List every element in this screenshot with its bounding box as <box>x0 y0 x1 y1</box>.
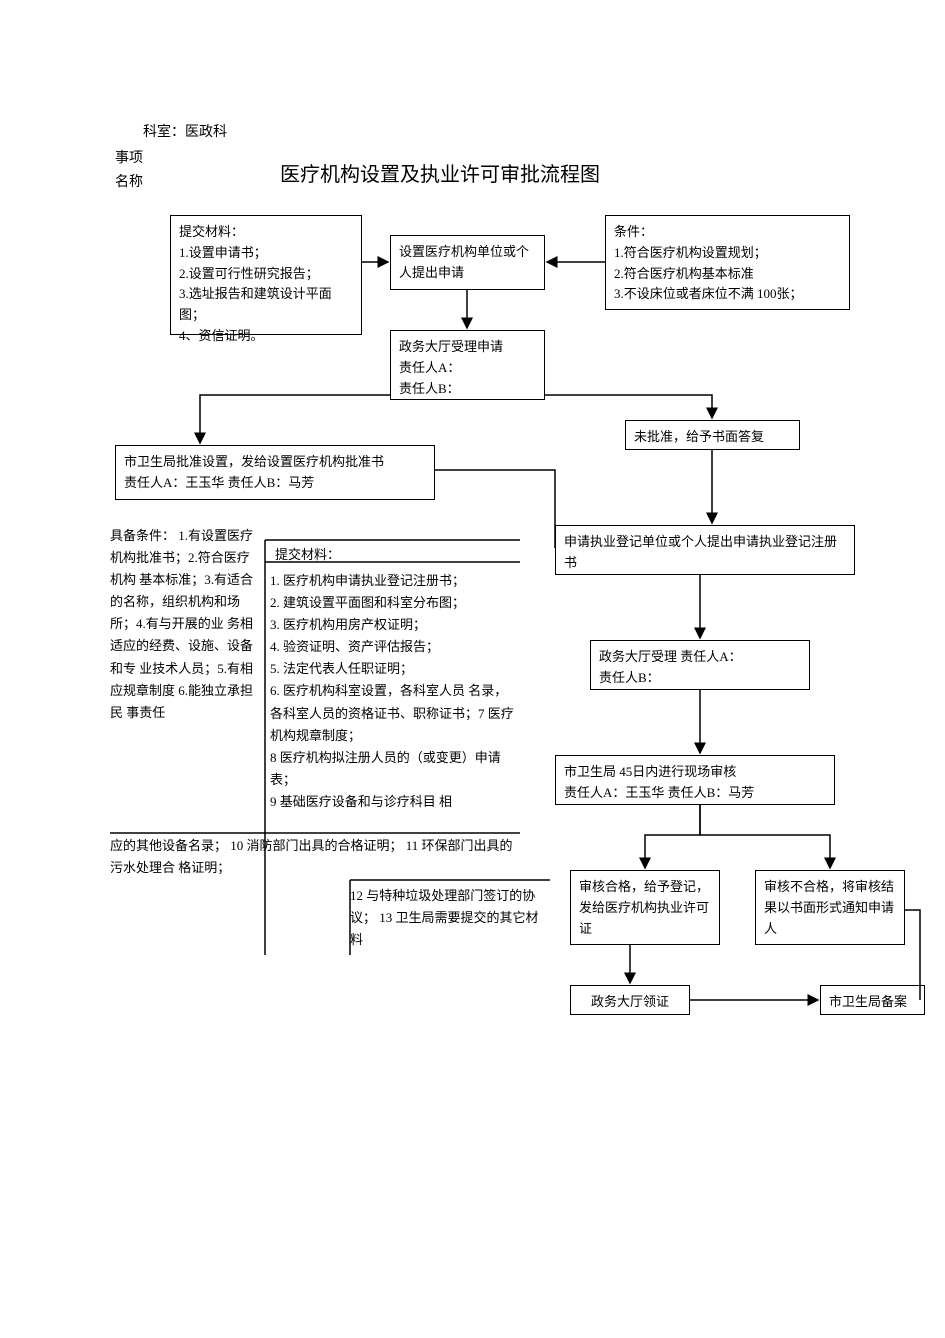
node-collect-cert: 政务大厅领证 <box>570 985 690 1015</box>
item-label: 事项 <box>115 148 143 169</box>
node-submit-materials2-tail: 应的其他设备名录； 10 消防部门出具的合格证明； 11 环保部门出具的污水处理… <box>110 835 520 879</box>
node-apply-setup-text: 设置医疗机构单位或个人提出申请 <box>399 244 529 280</box>
dept-label: 科室：医政科 <box>143 122 227 143</box>
node-submit-materials2-body: 1. 医疗机构申请执业登记注册书； 2. 建筑设置平面图和科室分布图； 3. 医… <box>270 570 520 813</box>
page: 科室：医政科 事项 名称 医疗机构设置及执业许可审批流程图 提交材料： 1.设置… <box>0 0 945 1338</box>
node-hall-accept: 政务大厅受理申请 责任人A： 责任人B： <box>390 330 545 400</box>
node-hall-accept2: 政务大厅受理 责任人A： 责任人B： <box>590 640 810 690</box>
node-submit-materials: 提交材料： 1.设置申请书； 2.设置可行性研究报告； 3.选址报告和建筑设计平… <box>170 215 362 335</box>
node-fail-review: 审核不合格，将审核结果以书面形式通知申请人 <box>755 870 905 945</box>
node-not-approved: 未批准，给予书面答复 <box>625 420 800 450</box>
node-apply-setup: 设置医疗机构单位或个人提出申请 <box>390 235 545 290</box>
node-file-record: 市卫生局备案 <box>820 985 925 1015</box>
name-label: 名称 <box>115 172 143 193</box>
node-submit-materials2-title: 提交材料： <box>275 544 375 566</box>
node-conditions-setup: 条件： 1.符合医疗机构设置规划； 2.符合医疗机构基本标准 3.不设床位或者床… <box>605 215 850 310</box>
node-city-approve: 市卫生局批准设置，发给设置医疗机构批准书 责任人A：王玉华 责任人B：马芳 <box>115 445 435 500</box>
node-prep-conditions: 具备条件： 1.有设置医疗 机构批准书；2.符合医疗机构 基本标准；3.有适合的… <box>110 525 260 724</box>
page-title: 医疗机构设置及执业许可审批流程图 <box>280 158 600 187</box>
node-pass-review: 审核合格，给予登记，发给医疗机构执业许可证 <box>570 870 720 945</box>
node-site-review: 市卫生局 45日内进行现场审核 责任人A：王玉华 责任人B：马芳 <box>555 755 835 805</box>
node-apply-register: 申请执业登记单位或个人提出申请执业登记注册书 <box>555 525 855 575</box>
node-submit-materials2-tail2: 12 与特种垃圾处理部门签订的协议； 13 卫生局需要提交的其它材料 <box>350 885 550 951</box>
